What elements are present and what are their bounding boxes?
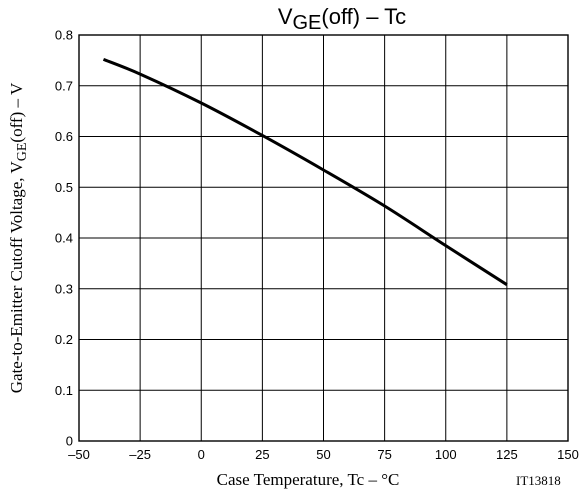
x-tick-label: 0 <box>198 447 205 462</box>
y-tick-labels: 0 0.1 0.2 0.3 0.4 0.5 0.6 0.7 0.8 <box>55 28 73 449</box>
y-tick-label: 0.3 <box>55 281 73 296</box>
y-tick-label: 0.2 <box>55 332 73 347</box>
y-tick-label: 0.6 <box>55 129 73 144</box>
chart-title: VGE(off) – Tc <box>278 4 406 34</box>
x-tick-label: –50 <box>68 447 90 462</box>
title: VGE(off) – Tc <box>278 4 406 34</box>
y-tick-label: 0.8 <box>55 28 73 43</box>
x-tick-label: 25 <box>255 447 269 462</box>
y-tick-label: 0.5 <box>55 180 73 195</box>
x-tick-label: 50 <box>316 447 330 462</box>
x-tick-label: 75 <box>377 447 391 462</box>
curve-layer <box>102 57 508 286</box>
x-tick-label: 125 <box>496 447 518 462</box>
y-tick-label: 0.4 <box>55 231 73 246</box>
y-tick-label: 0.7 <box>55 78 73 93</box>
y-tick-label: 0.1 <box>55 383 73 398</box>
figure-code: IT13818 <box>516 473 561 488</box>
x-tick-label: 100 <box>435 447 457 462</box>
x-tick-label: 150 <box>557 447 579 462</box>
plot-frame <box>78 34 569 442</box>
x-tick-labels: –50 –25 0 25 50 75 100 125 150 <box>68 447 579 462</box>
x-axis-label: Case Temperature, Tc – °C <box>217 470 400 489</box>
y-tick-label: 0 <box>66 434 73 449</box>
series-line <box>102 57 508 286</box>
x-tick-label: –25 <box>129 447 151 462</box>
grid <box>79 35 568 441</box>
y-axis-label: Gate-to-Emitter Cutoff Voltage, VGE(off)… <box>7 82 30 393</box>
